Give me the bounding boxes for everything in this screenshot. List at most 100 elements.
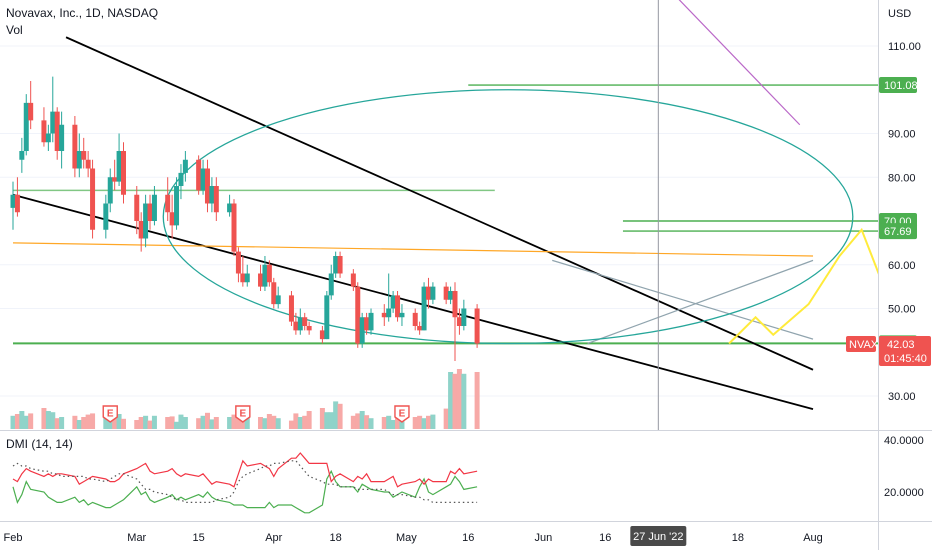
volume-bar <box>103 415 109 429</box>
candle <box>81 151 87 160</box>
volume-bar <box>368 418 374 429</box>
candle <box>359 317 365 344</box>
candle <box>10 194 16 208</box>
dmi-tick-label: 40.0000 <box>884 435 924 447</box>
volume-bar <box>178 414 184 429</box>
bar-countdown: 01:45:40 <box>884 353 927 365</box>
candle <box>182 159 188 173</box>
candle <box>430 286 436 300</box>
candle <box>174 186 180 226</box>
volume-bar <box>386 415 392 429</box>
volume-bar <box>227 417 233 429</box>
candle <box>443 286 449 300</box>
time-tick-label: 16 <box>599 532 611 544</box>
candle <box>112 177 118 182</box>
earnings-marker[interactable]: E <box>102 405 118 423</box>
crosshair-date-badge <box>630 526 687 546</box>
earnings-marker[interactable]: E <box>235 405 251 423</box>
earnings-badge <box>102 405 118 423</box>
price-level-badge-label: 101.08 <box>884 80 918 92</box>
volume-bar <box>324 412 330 429</box>
dmi-tick-label: 20.0000 <box>884 487 924 499</box>
candle <box>355 286 361 344</box>
volume-bar <box>182 417 188 429</box>
candle <box>76 151 82 169</box>
candle <box>297 317 303 331</box>
volume-bar <box>297 417 303 429</box>
volume-bar <box>456 369 462 429</box>
candle <box>209 186 215 204</box>
trendline <box>587 259 814 345</box>
volume-bar <box>147 420 153 429</box>
volume-bar <box>417 415 423 429</box>
price-level-badge-label: 67.69 <box>884 226 912 238</box>
candle <box>59 124 65 151</box>
candle <box>302 317 308 326</box>
volume-bar <box>54 418 60 429</box>
volume-bar <box>143 415 149 429</box>
volume-bar <box>333 401 339 429</box>
price-tick-label: 30.00 <box>888 391 916 403</box>
price-tick-label: 80.00 <box>888 172 916 184</box>
candle <box>85 159 91 169</box>
volume-bar <box>200 415 206 429</box>
volume-bar <box>381 417 387 429</box>
volume-bar <box>14 414 20 429</box>
candle <box>240 273 246 283</box>
volume-bar <box>421 418 427 429</box>
volume-bar <box>337 403 343 429</box>
dmi-plus-line <box>12 469 478 514</box>
time-tick-label: Mar <box>127 532 146 544</box>
candle <box>143 203 149 239</box>
volume-bar <box>174 421 180 429</box>
dmi-minus-line <box>12 452 478 488</box>
volume-bar <box>235 417 241 429</box>
last-price-tag <box>879 336 931 366</box>
candle <box>288 295 294 322</box>
candle <box>235 251 241 274</box>
candle <box>395 295 401 318</box>
ticker-tag <box>846 336 876 352</box>
ticker-tag-label: NVAX <box>849 339 879 351</box>
volume-bar <box>306 411 312 429</box>
volume-bar <box>121 418 126 429</box>
dmi-label: DMI (14, 14) <box>6 437 73 451</box>
candle <box>121 151 126 195</box>
candle <box>45 133 51 143</box>
candle <box>417 326 423 331</box>
earnings-label: E <box>107 409 114 420</box>
earnings-label: E <box>240 409 247 420</box>
trendline <box>65 36 814 371</box>
candle <box>399 312 405 318</box>
volume-bar <box>116 414 122 429</box>
candle <box>165 194 171 213</box>
candle <box>474 308 480 344</box>
candle <box>293 321 299 331</box>
candle <box>381 312 387 318</box>
volume-bar <box>430 414 436 429</box>
trendline <box>12 242 814 257</box>
time-tick-label: May <box>396 532 417 544</box>
volume-bar <box>72 415 78 429</box>
price-level-badge <box>879 77 917 94</box>
candle <box>14 194 20 213</box>
volume-bar <box>390 420 396 429</box>
volume-bar <box>138 417 144 429</box>
volume-bar <box>271 415 277 429</box>
candle <box>50 111 56 134</box>
volume-bar <box>412 417 418 429</box>
earnings-marker[interactable]: E <box>394 405 410 423</box>
volume-bar <box>19 411 25 429</box>
candle <box>425 286 431 300</box>
candle <box>390 295 396 309</box>
price-tick-label: 50.00 <box>888 304 916 316</box>
volume-bar <box>328 412 334 429</box>
candle <box>448 291 454 300</box>
volume-bar <box>209 419 215 429</box>
candle <box>72 124 78 169</box>
volume-bar <box>443 408 449 429</box>
candle <box>90 168 96 230</box>
